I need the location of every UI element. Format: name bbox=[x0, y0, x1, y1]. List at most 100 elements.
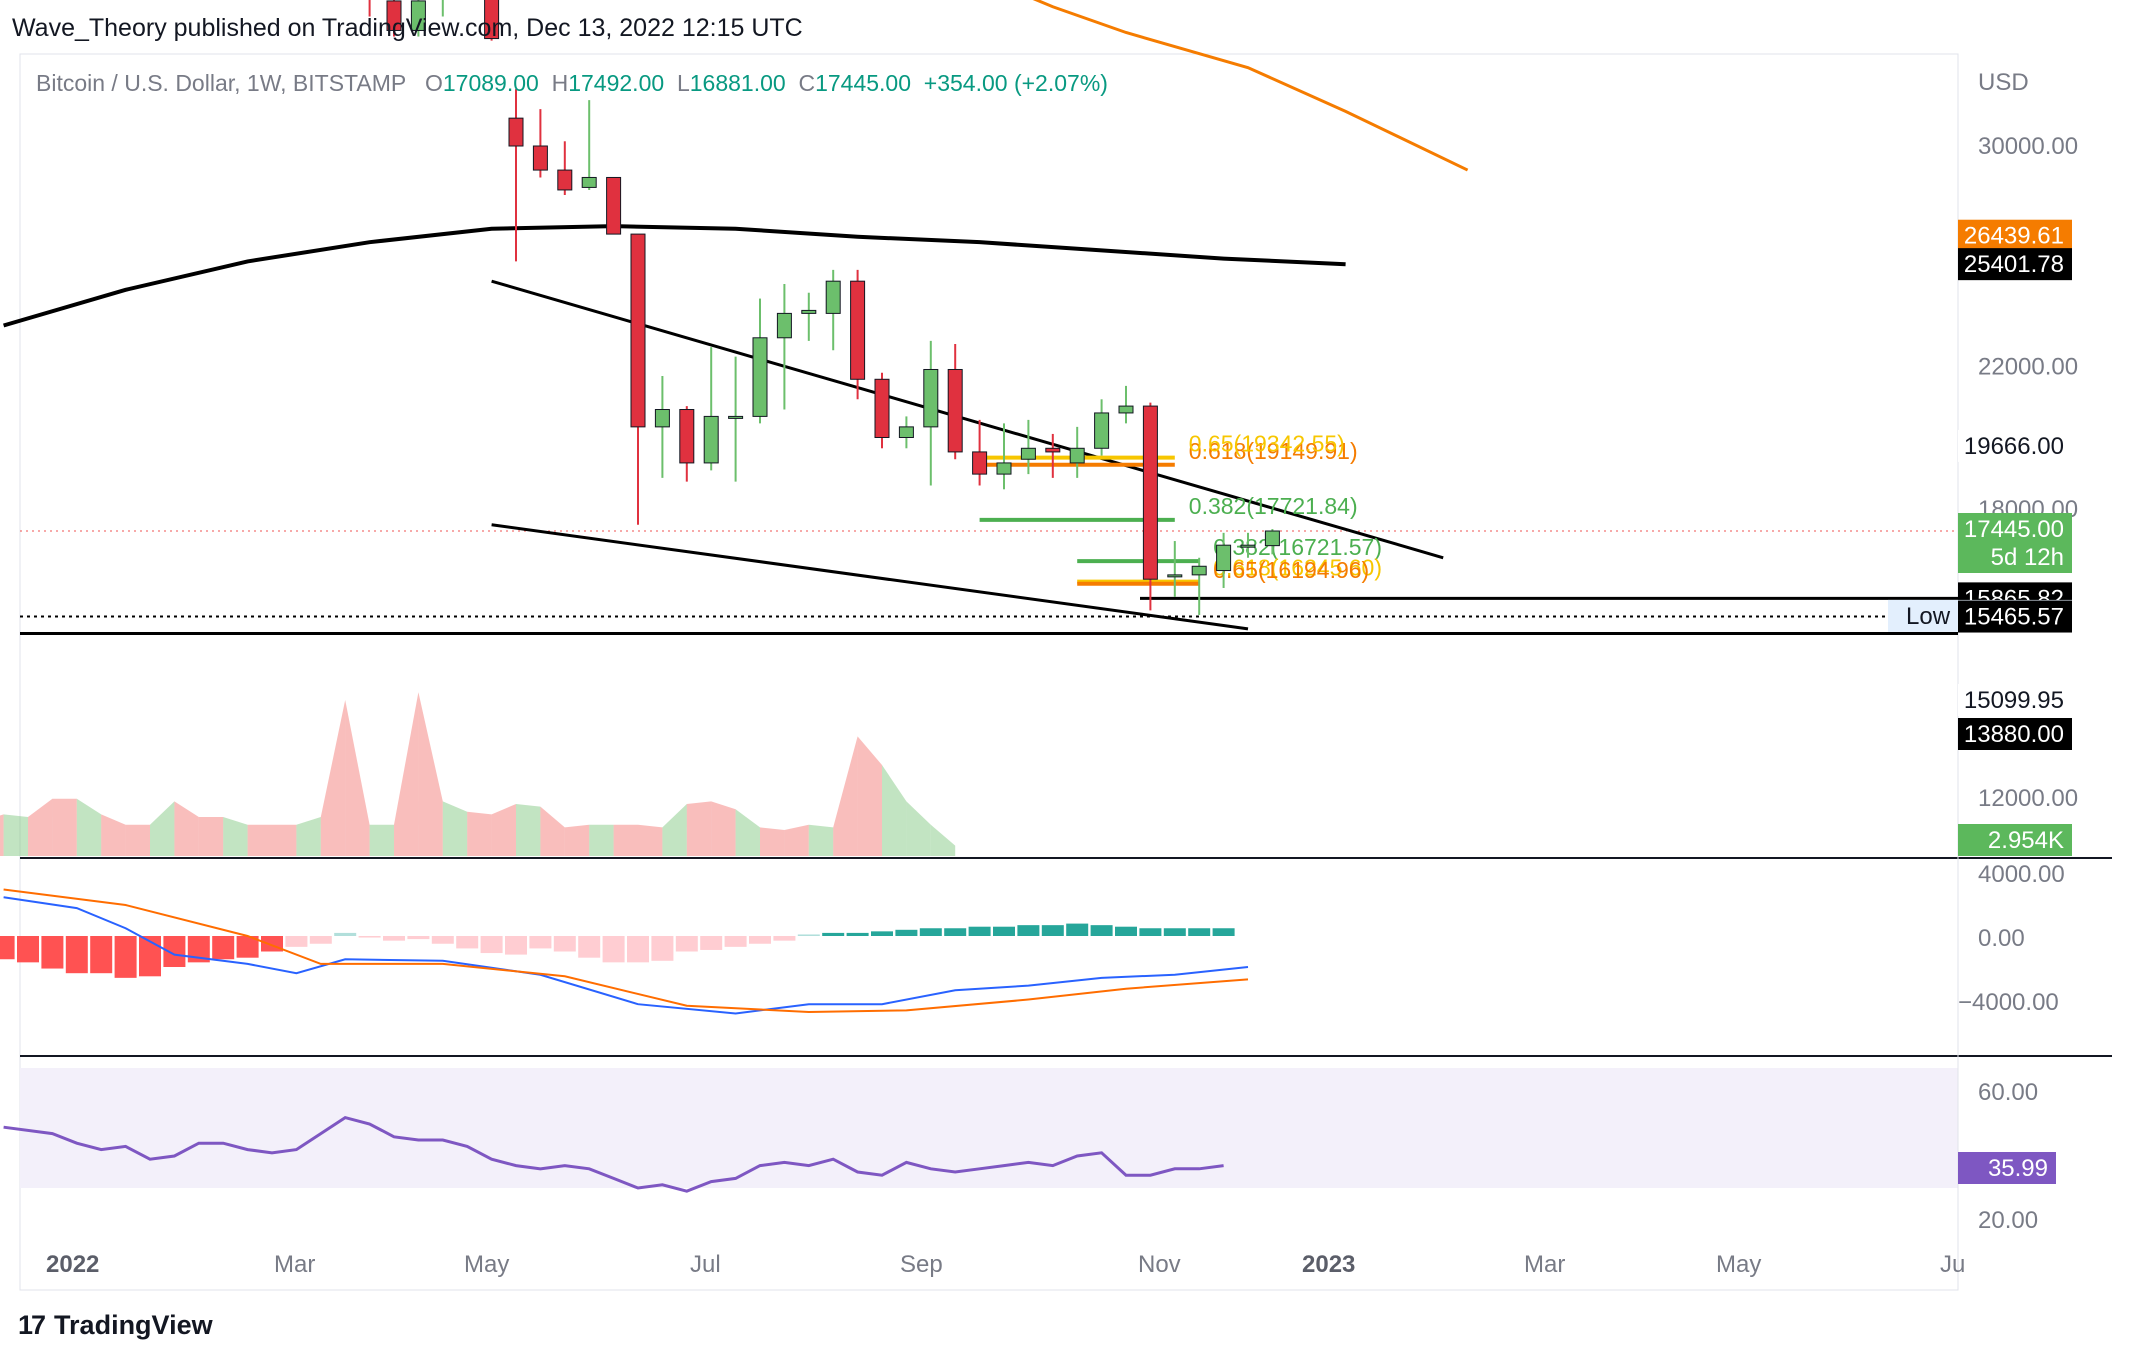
macd-histogram-bar bbox=[285, 936, 308, 947]
candle-body bbox=[1191, 565, 1207, 576]
rsi-band bbox=[20, 1068, 1958, 1188]
ema-orange bbox=[1032, 0, 1469, 172]
candle-body bbox=[557, 169, 573, 191]
candle-body bbox=[898, 426, 914, 438]
x-tick-label: May bbox=[1716, 1251, 1761, 1278]
macd-histogram-bar bbox=[163, 936, 186, 967]
candle-body bbox=[1118, 405, 1134, 414]
candle-body bbox=[532, 145, 548, 171]
macd-histogram-bar bbox=[187, 936, 210, 963]
volume-area-segment bbox=[3, 814, 28, 856]
candle-body bbox=[752, 337, 768, 417]
rsi-tag-bg bbox=[1958, 1152, 2056, 1184]
low-key: L bbox=[676, 70, 690, 96]
macd-histogram-bar bbox=[65, 936, 88, 974]
fib-level-label: 0.65(19342.55) bbox=[1189, 431, 1345, 457]
low-label: Low bbox=[1906, 603, 1951, 630]
macd-histogram-bar bbox=[212, 936, 235, 960]
volume-area-segment bbox=[833, 736, 858, 856]
macd-histogram-bar bbox=[0, 936, 15, 960]
close-value: 17445.00 bbox=[815, 70, 912, 96]
macd-histogram-bar bbox=[1017, 925, 1040, 936]
rsi-line bbox=[3, 1115, 1224, 1193]
volume-area-segment bbox=[369, 824, 394, 856]
candle-body bbox=[1045, 447, 1061, 453]
macd-histogram-bar bbox=[724, 936, 747, 947]
macd-histogram-bar bbox=[334, 932, 357, 936]
macd-histogram-bar bbox=[505, 936, 527, 955]
candle-body bbox=[801, 309, 817, 314]
volume-area-segment bbox=[760, 827, 785, 856]
rsi-tick-label: 60.00 bbox=[1978, 1079, 2038, 1106]
high-key: H bbox=[551, 70, 569, 96]
x-tick-label: Nov bbox=[1138, 1251, 1181, 1278]
volume-area-segment bbox=[0, 814, 4, 856]
candle-body bbox=[679, 409, 695, 464]
macd-histogram-bar bbox=[968, 926, 991, 936]
macd-histogram-bar bbox=[919, 928, 942, 936]
macd-histogram-bar bbox=[749, 936, 771, 944]
macd-histogram-bar bbox=[41, 936, 64, 969]
volume-area-segment bbox=[247, 824, 272, 856]
volume-area-segment bbox=[174, 801, 199, 856]
candle-body bbox=[923, 368, 939, 428]
macd-histogram-bar bbox=[1139, 928, 1162, 936]
macd-histogram-bar bbox=[578, 936, 601, 958]
candle-body bbox=[630, 233, 646, 428]
macd-histogram-bar bbox=[1066, 923, 1089, 936]
candle-body bbox=[1020, 447, 1036, 460]
candle-body bbox=[654, 409, 670, 428]
macd-histogram-bar bbox=[1090, 925, 1113, 936]
symbol-label[interactable]: Bitcoin / U.S. Dollar, 1W, BITSTAMP bbox=[36, 70, 406, 96]
macd-histogram-bar bbox=[456, 936, 479, 949]
macd-histogram-bar bbox=[846, 932, 869, 936]
macd-histogram-bar bbox=[480, 936, 503, 954]
price-tag-label: 19666.00 bbox=[1964, 433, 2064, 460]
volume-tag-label: 2.954K bbox=[1988, 827, 2064, 854]
volume-area-segment bbox=[442, 801, 468, 856]
macd-histogram-bar bbox=[553, 936, 576, 952]
macd-tick-label: 0.00 bbox=[1978, 925, 2025, 952]
volume-area-segment bbox=[76, 798, 102, 856]
volume-area-segment bbox=[857, 736, 882, 856]
macd-histogram-bar bbox=[358, 936, 381, 938]
volume-area-segment bbox=[223, 817, 248, 856]
x-tick-label: Mar bbox=[1524, 1251, 1565, 1278]
x-tick-label: Sep bbox=[900, 1251, 943, 1278]
macd-histogram-bar bbox=[17, 936, 39, 963]
price-tag-sub: 5d 12h bbox=[1991, 544, 2064, 571]
macd-histogram-bar bbox=[529, 936, 552, 949]
candle-body bbox=[996, 462, 1012, 475]
candle-body bbox=[1216, 544, 1232, 572]
channel-lower-line bbox=[491, 523, 1249, 631]
volume-area-segment bbox=[491, 804, 516, 856]
price-tag-label: 26439.61 bbox=[1964, 223, 2064, 250]
price-tag-bg bbox=[1958, 718, 2072, 750]
volume-area-segment bbox=[564, 824, 590, 856]
open-value: 17089.00 bbox=[442, 70, 539, 96]
volume-area-segment bbox=[198, 817, 224, 856]
fib-level-label: 0.382(17721.84) bbox=[1189, 493, 1358, 519]
volume-area-segment bbox=[638, 824, 663, 856]
macd-histogram-bar bbox=[309, 936, 332, 944]
macd-histogram-bar bbox=[627, 936, 649, 963]
x-tick-label: May bbox=[464, 1251, 509, 1278]
macd-histogram-bar bbox=[1115, 926, 1137, 936]
candle-body bbox=[1094, 412, 1110, 449]
candle-body bbox=[1264, 530, 1280, 547]
macd-histogram-bar bbox=[90, 936, 113, 974]
volume-area-segment bbox=[711, 801, 736, 856]
macd-histogram-bar bbox=[895, 929, 918, 936]
macd-histogram-bar bbox=[139, 936, 161, 977]
candle-body bbox=[1240, 544, 1256, 548]
macd-histogram-bar bbox=[431, 936, 454, 944]
volume-area-segment bbox=[418, 692, 443, 856]
candle-body bbox=[484, 0, 500, 40]
macd-histogram-bar bbox=[1212, 928, 1235, 936]
tradingview-brand[interactable]: 17 TradingView bbox=[18, 1310, 213, 1341]
candle-body bbox=[703, 415, 719, 464]
volume-area-segment bbox=[784, 824, 809, 856]
volume-area-segment bbox=[735, 809, 760, 856]
candle-body bbox=[508, 117, 524, 147]
